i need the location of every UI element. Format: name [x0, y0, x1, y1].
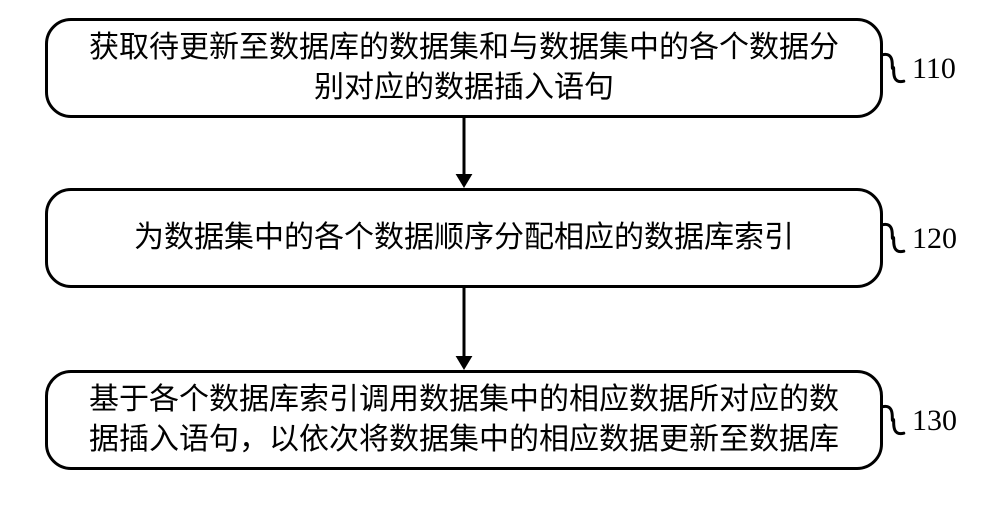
label-connector-3: [0, 0, 1000, 523]
flowchart-canvas: 获取待更新至数据库的数据集和与数据集中的各个数据分别对应的数据插入语句 为数据集…: [0, 0, 1000, 523]
